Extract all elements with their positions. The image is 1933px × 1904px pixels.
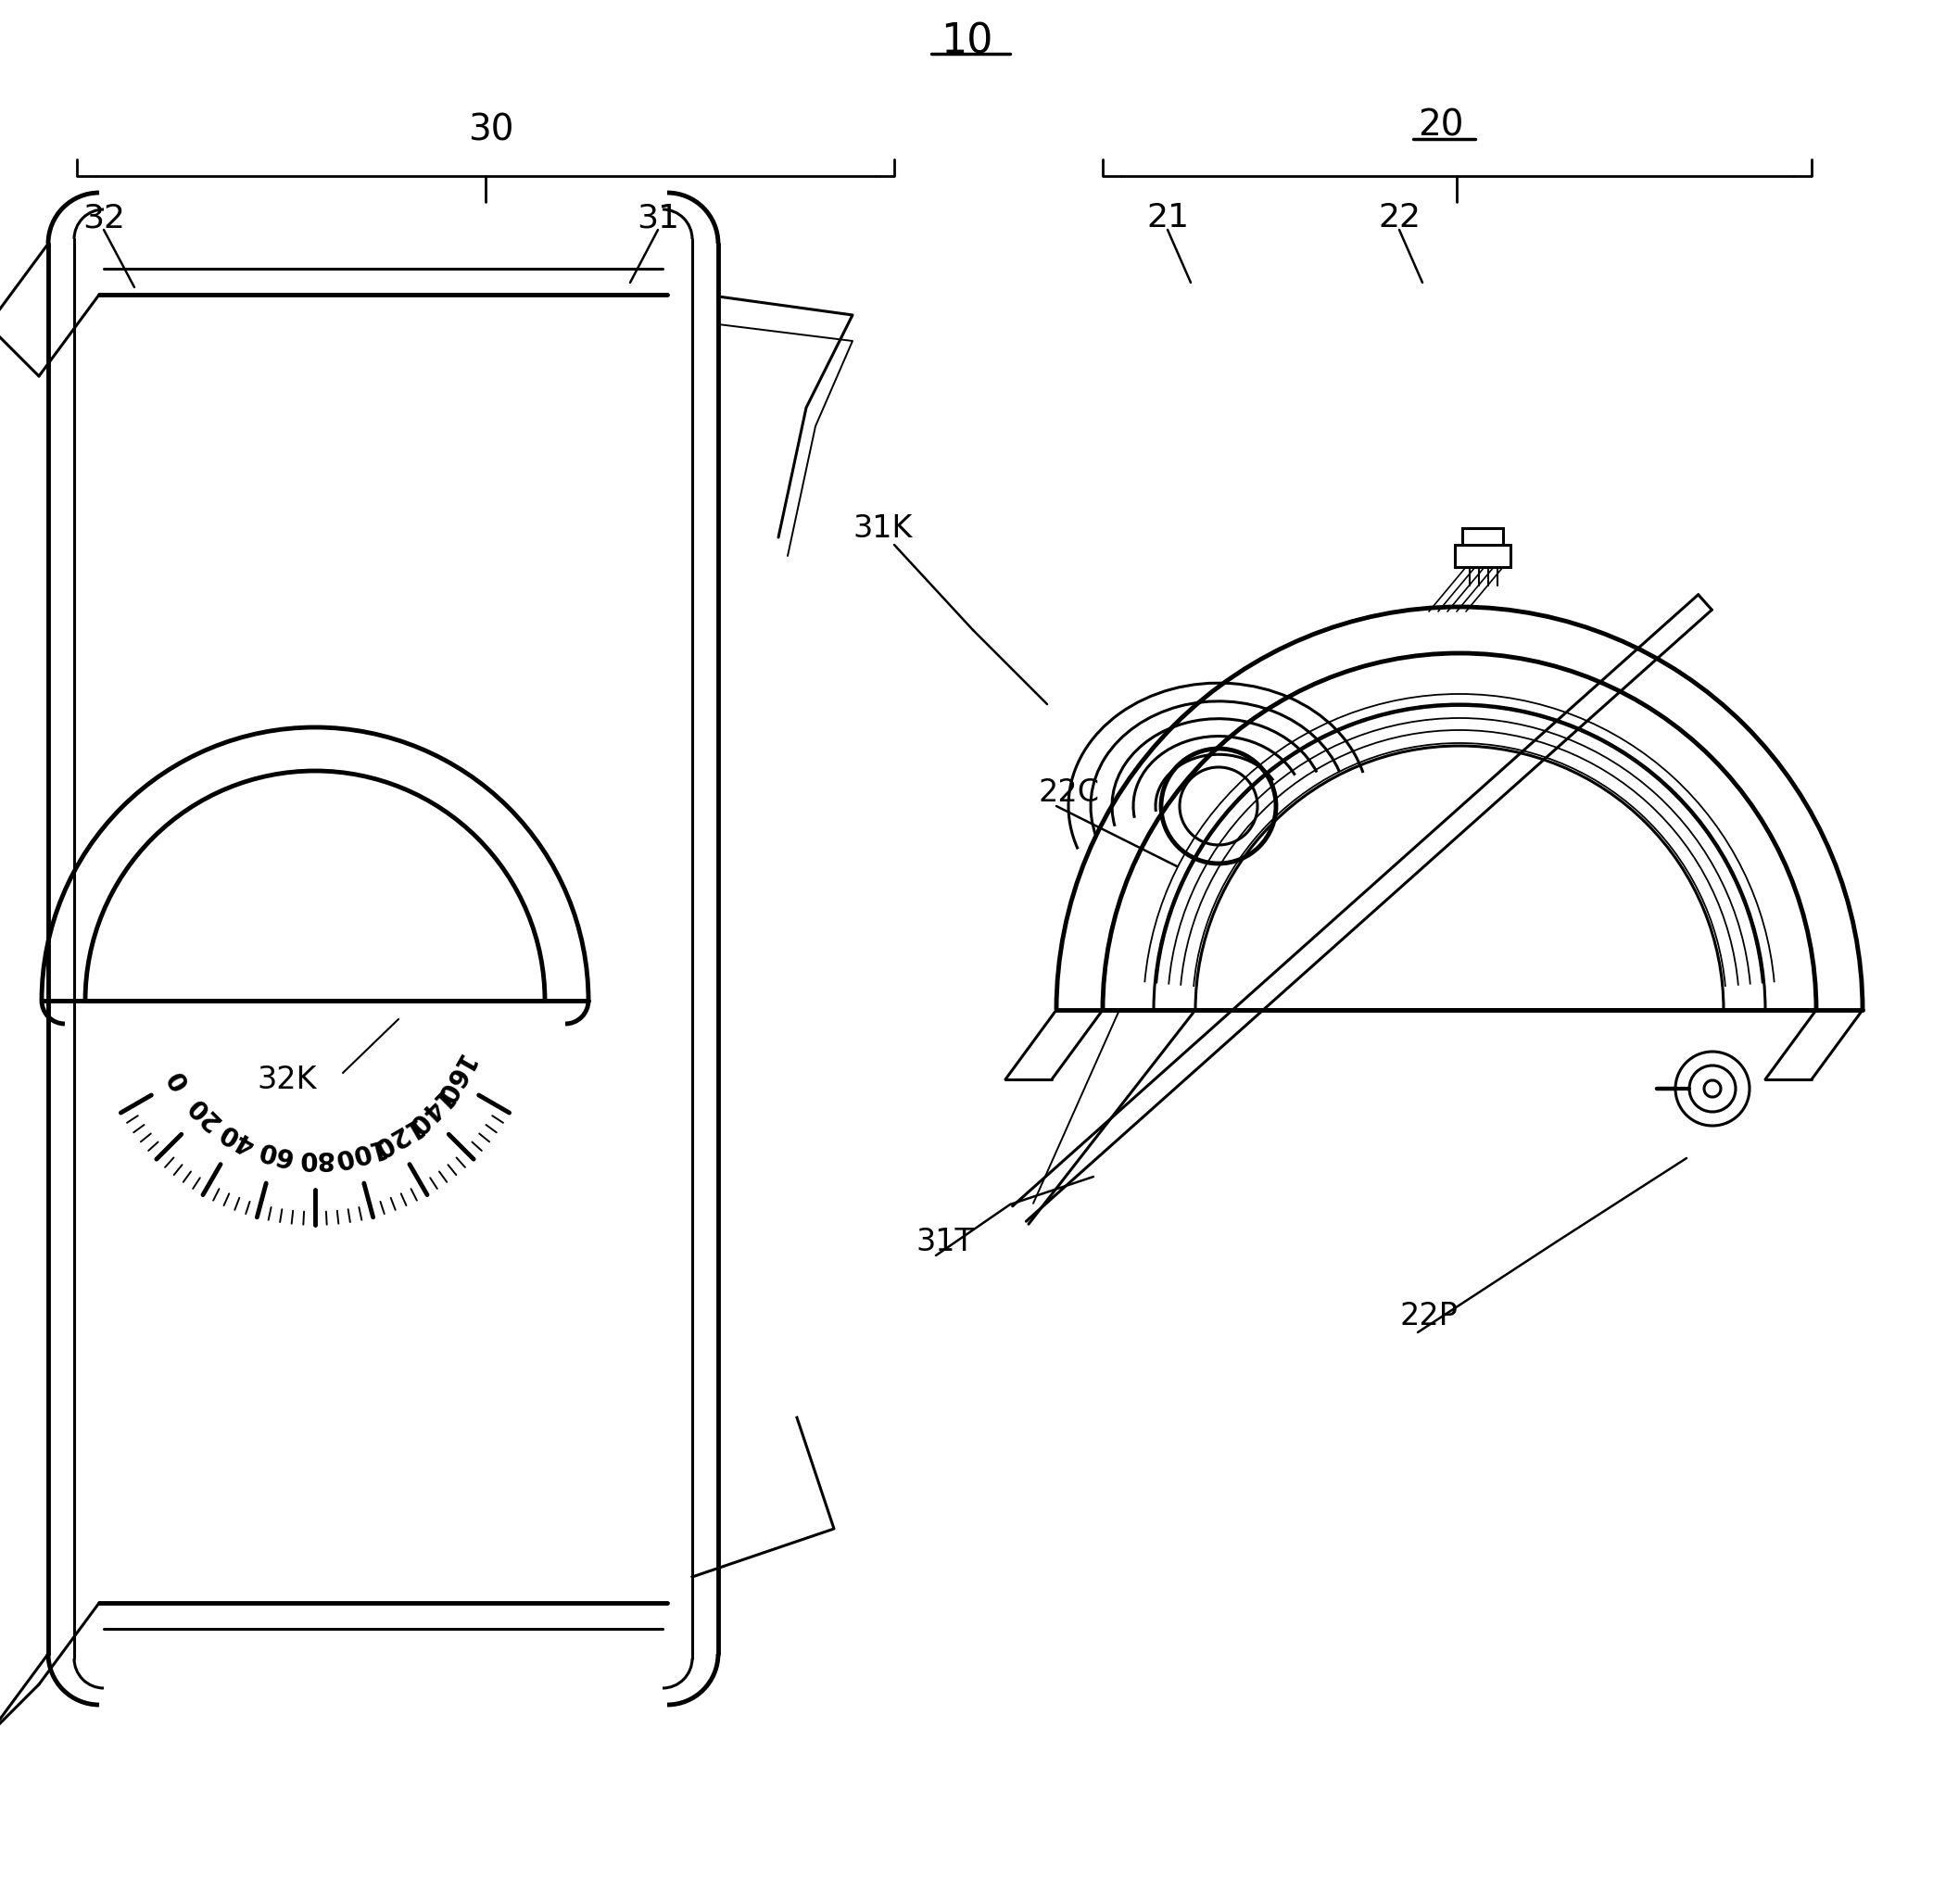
Text: 60: 60	[253, 1135, 296, 1169]
Text: 31K: 31K	[852, 512, 912, 543]
Text: 80: 80	[298, 1144, 332, 1171]
Text: 32: 32	[83, 202, 126, 234]
Text: 100: 100	[327, 1133, 385, 1173]
Text: 31T: 31T	[916, 1226, 974, 1257]
Text: 31: 31	[636, 202, 678, 234]
Bar	[1461, 527, 1504, 545]
Text: 40: 40	[215, 1118, 259, 1158]
Text: 30: 30	[468, 112, 514, 147]
Text: 0: 0	[162, 1064, 195, 1093]
Text: 160: 160	[427, 1049, 476, 1110]
Bar	[1456, 545, 1510, 567]
Text: 10: 10	[939, 21, 994, 61]
Text: 21: 21	[1146, 202, 1189, 234]
Text: 22C: 22C	[1038, 777, 1100, 807]
Text: 32K: 32K	[257, 1064, 317, 1095]
Text: 22P: 22P	[1399, 1300, 1457, 1331]
Text: 20: 20	[1419, 107, 1463, 143]
Text: 20: 20	[182, 1091, 226, 1135]
Text: 22: 22	[1378, 202, 1421, 234]
Text: 120: 120	[363, 1112, 423, 1161]
Text: 140: 140	[398, 1083, 454, 1140]
